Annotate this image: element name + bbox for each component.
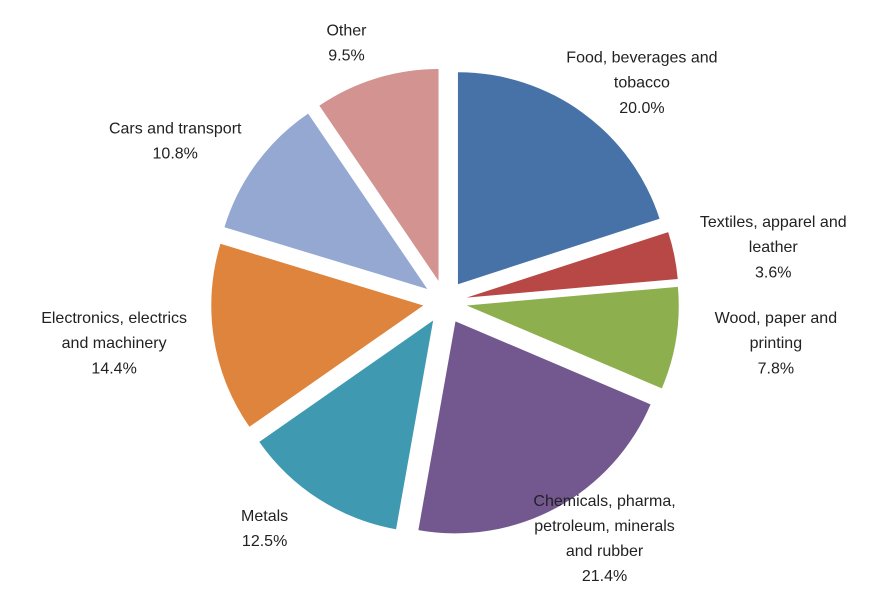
value-label: 12.5% [242, 533, 287, 550]
label-line: and rubber [566, 543, 644, 560]
pie-slice [466, 232, 678, 298]
slice-label: Metals [241, 508, 288, 525]
slice-label: Wood, paper and printing [715, 310, 837, 352]
pie-slice [211, 243, 424, 427]
value-label: 9.5% [328, 48, 364, 65]
pie-slice [319, 68, 439, 281]
label-line: Cars and transport [109, 121, 242, 138]
value-label: 14.4% [91, 360, 136, 377]
pie-slice [457, 72, 660, 285]
label-line: tobacco [614, 75, 670, 92]
slice-label: Cars and transport [109, 121, 242, 138]
pie-slice [466, 286, 679, 389]
label-line: Food, beverages and [566, 50, 717, 67]
label-line: Metals [241, 508, 288, 525]
label-line: petroleum, minerals [534, 518, 675, 535]
slice-label: Chemicals, pharma, petroleum, minerals and… [533, 493, 675, 560]
label-line: Other [326, 23, 367, 40]
pie-slice [259, 320, 434, 530]
slice-label: Electronics, electrics and machinery [41, 310, 187, 352]
pie-slice [418, 321, 651, 534]
value-label: 3.6% [755, 264, 791, 281]
label-line: leather [749, 239, 799, 256]
pie-slice [224, 113, 428, 289]
label-line: Wood, paper and [715, 310, 837, 327]
label-line: Chemicals, pharma, [533, 493, 675, 510]
label-line: printing [750, 335, 802, 352]
label-line: and machinery [62, 335, 167, 352]
slice-label: Other [326, 23, 367, 40]
value-label: 7.8% [758, 360, 794, 377]
value-label: 21.4% [582, 568, 627, 585]
value-label: 20.0% [619, 100, 664, 117]
label-line: Electronics, electrics [41, 310, 187, 327]
slice-label: Food, beverages and tobacco [566, 50, 717, 92]
value-label: 10.8% [153, 146, 198, 163]
slice-label: Textiles, apparel and leather [700, 214, 847, 256]
label-line: Textiles, apparel and [700, 214, 847, 231]
